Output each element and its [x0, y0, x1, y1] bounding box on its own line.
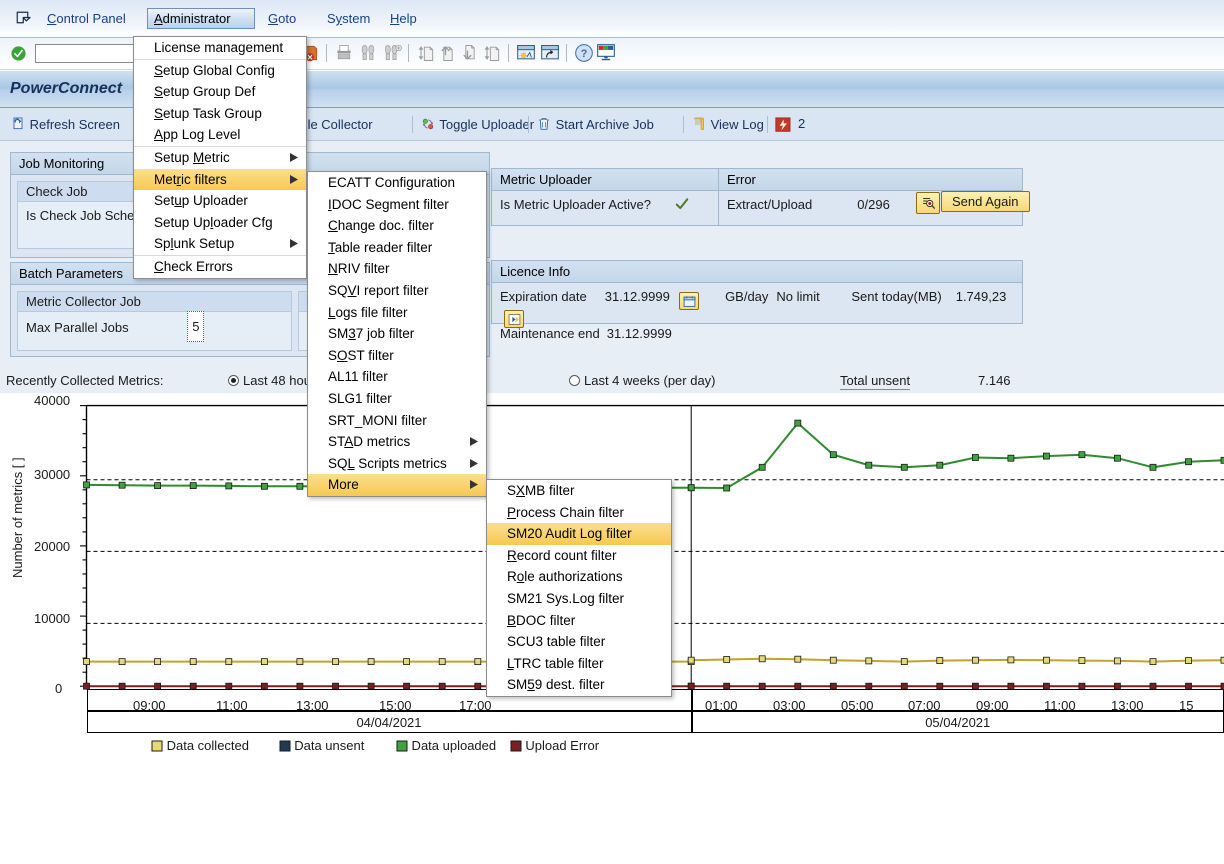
svg-text:?: ?	[581, 48, 588, 60]
